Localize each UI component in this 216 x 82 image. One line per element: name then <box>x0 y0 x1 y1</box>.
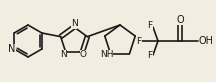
Text: N: N <box>60 50 67 59</box>
Text: F: F <box>137 36 141 46</box>
Text: NH: NH <box>100 50 113 59</box>
Text: N: N <box>8 44 16 54</box>
Text: O: O <box>176 15 184 25</box>
Text: N: N <box>71 20 77 29</box>
Text: F: F <box>148 21 152 31</box>
Text: OH: OH <box>199 36 213 46</box>
Text: O: O <box>80 50 87 59</box>
Text: F: F <box>148 51 152 61</box>
